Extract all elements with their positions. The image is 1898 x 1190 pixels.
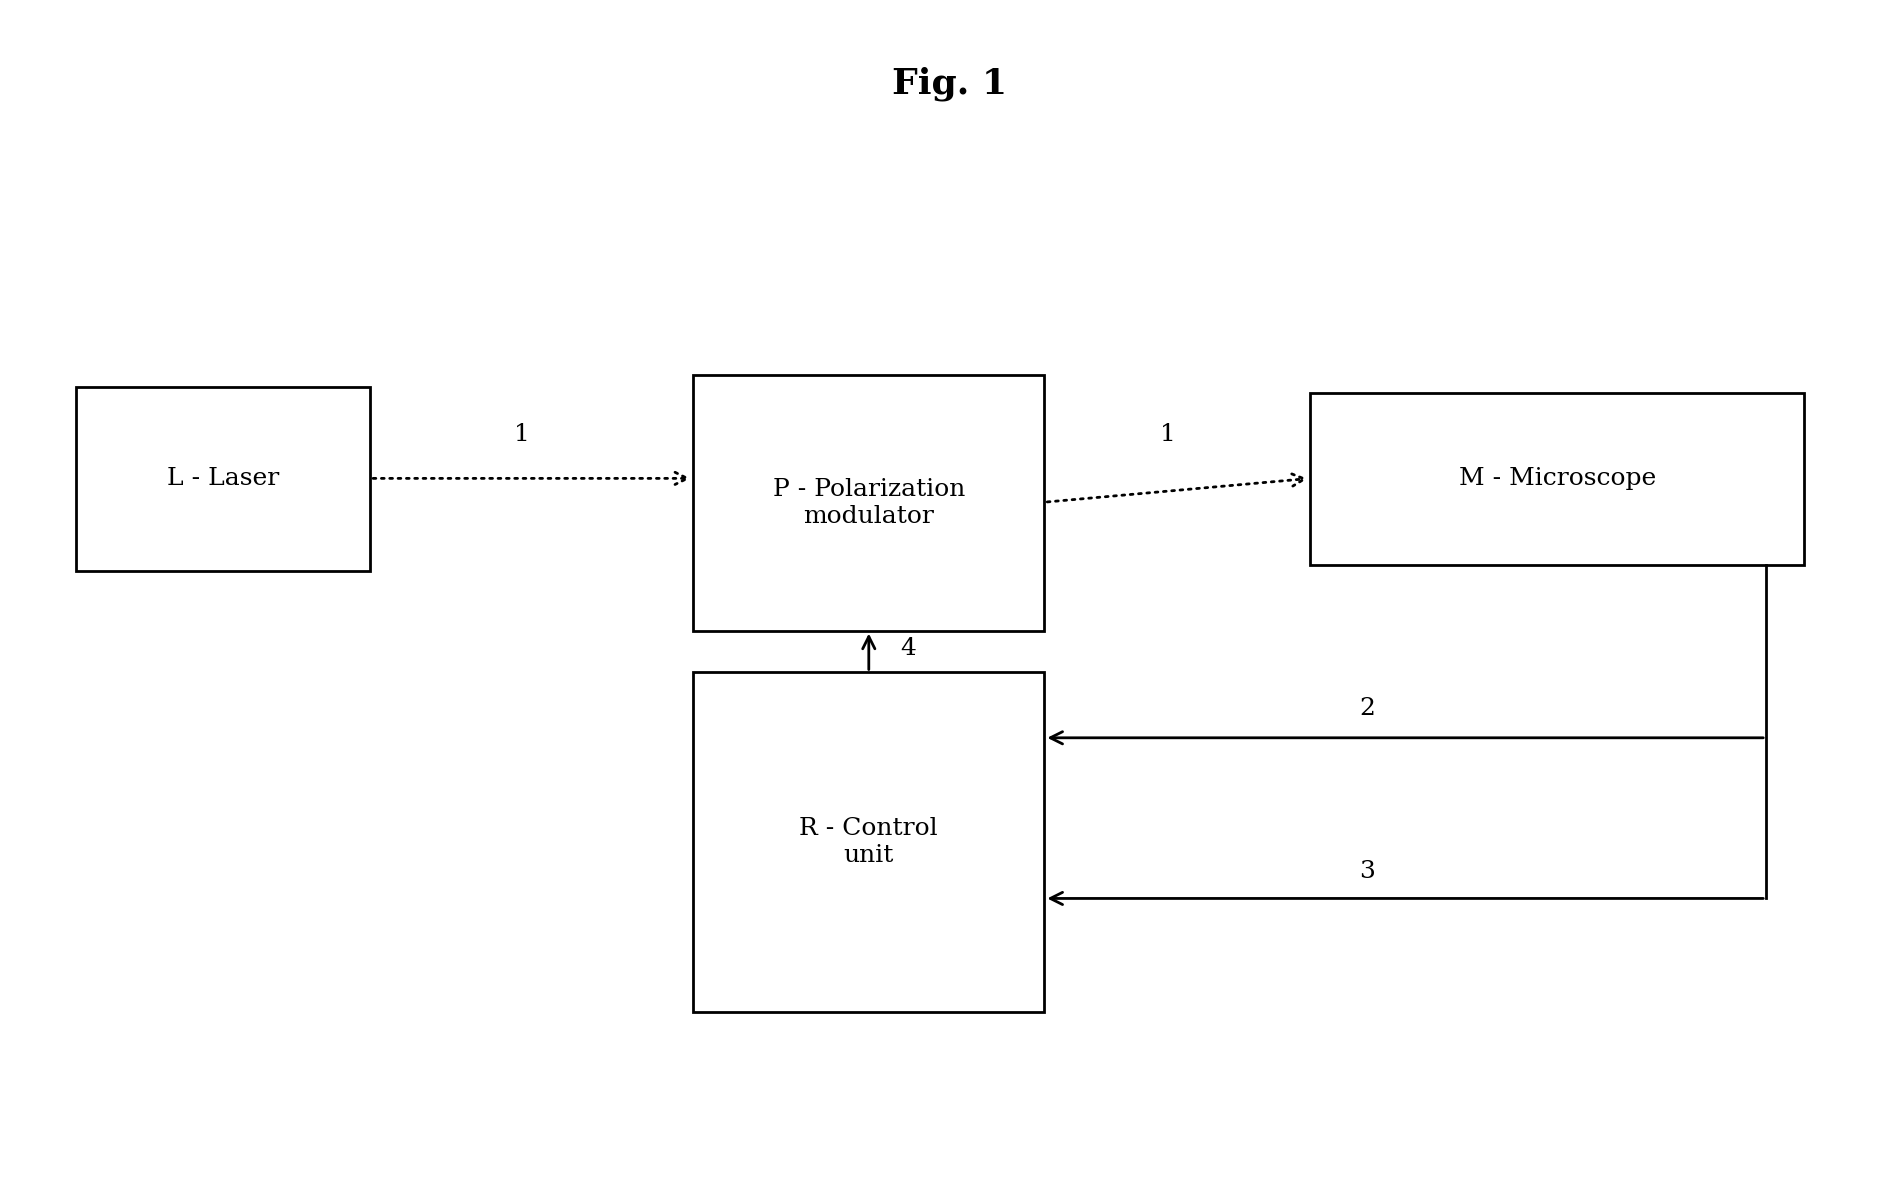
- Text: 1: 1: [1160, 422, 1175, 446]
- Text: 3: 3: [1359, 859, 1374, 883]
- Bar: [693, 375, 1044, 631]
- Bar: [693, 672, 1044, 1012]
- Text: R - Control
unit: R - Control unit: [799, 818, 938, 866]
- Text: 1: 1: [514, 422, 530, 446]
- Bar: [1310, 393, 1803, 565]
- Text: M - Microscope: M - Microscope: [1458, 468, 1655, 490]
- Text: 2: 2: [1359, 696, 1374, 720]
- Text: Fig. 1: Fig. 1: [892, 67, 1006, 100]
- Text: L - Laser: L - Laser: [167, 468, 279, 490]
- Text: P - Polarization
modulator: P - Polarization modulator: [772, 478, 964, 527]
- Text: 4: 4: [900, 637, 915, 660]
- Bar: [76, 387, 370, 571]
